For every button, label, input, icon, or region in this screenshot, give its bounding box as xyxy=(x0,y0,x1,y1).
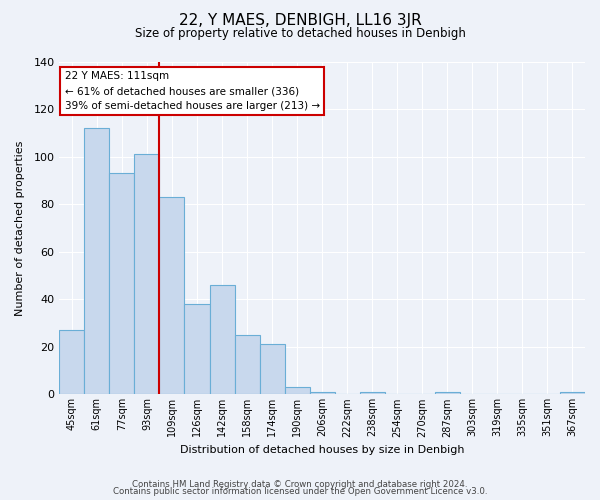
Y-axis label: Number of detached properties: Number of detached properties xyxy=(15,140,25,316)
Bar xyxy=(85,128,109,394)
Text: 22, Y MAES, DENBIGH, LL16 3JR: 22, Y MAES, DENBIGH, LL16 3JR xyxy=(179,12,421,28)
Text: Contains HM Land Registry data © Crown copyright and database right 2024.: Contains HM Land Registry data © Crown c… xyxy=(132,480,468,489)
Text: Contains public sector information licensed under the Open Government Licence v3: Contains public sector information licen… xyxy=(113,487,487,496)
Bar xyxy=(109,174,134,394)
Bar xyxy=(235,335,260,394)
Text: Size of property relative to detached houses in Denbigh: Size of property relative to detached ho… xyxy=(134,28,466,40)
Bar xyxy=(560,392,585,394)
Text: 22 Y MAES: 111sqm
← 61% of detached houses are smaller (336)
39% of semi-detache: 22 Y MAES: 111sqm ← 61% of detached hous… xyxy=(65,72,320,111)
Bar xyxy=(134,154,160,394)
Bar xyxy=(160,197,184,394)
Bar xyxy=(360,392,385,394)
Bar xyxy=(59,330,85,394)
Bar xyxy=(184,304,209,394)
Bar xyxy=(209,285,235,395)
X-axis label: Distribution of detached houses by size in Denbigh: Distribution of detached houses by size … xyxy=(180,445,464,455)
Bar xyxy=(260,344,284,395)
Bar xyxy=(310,392,335,394)
Bar xyxy=(435,392,460,394)
Bar xyxy=(284,388,310,394)
